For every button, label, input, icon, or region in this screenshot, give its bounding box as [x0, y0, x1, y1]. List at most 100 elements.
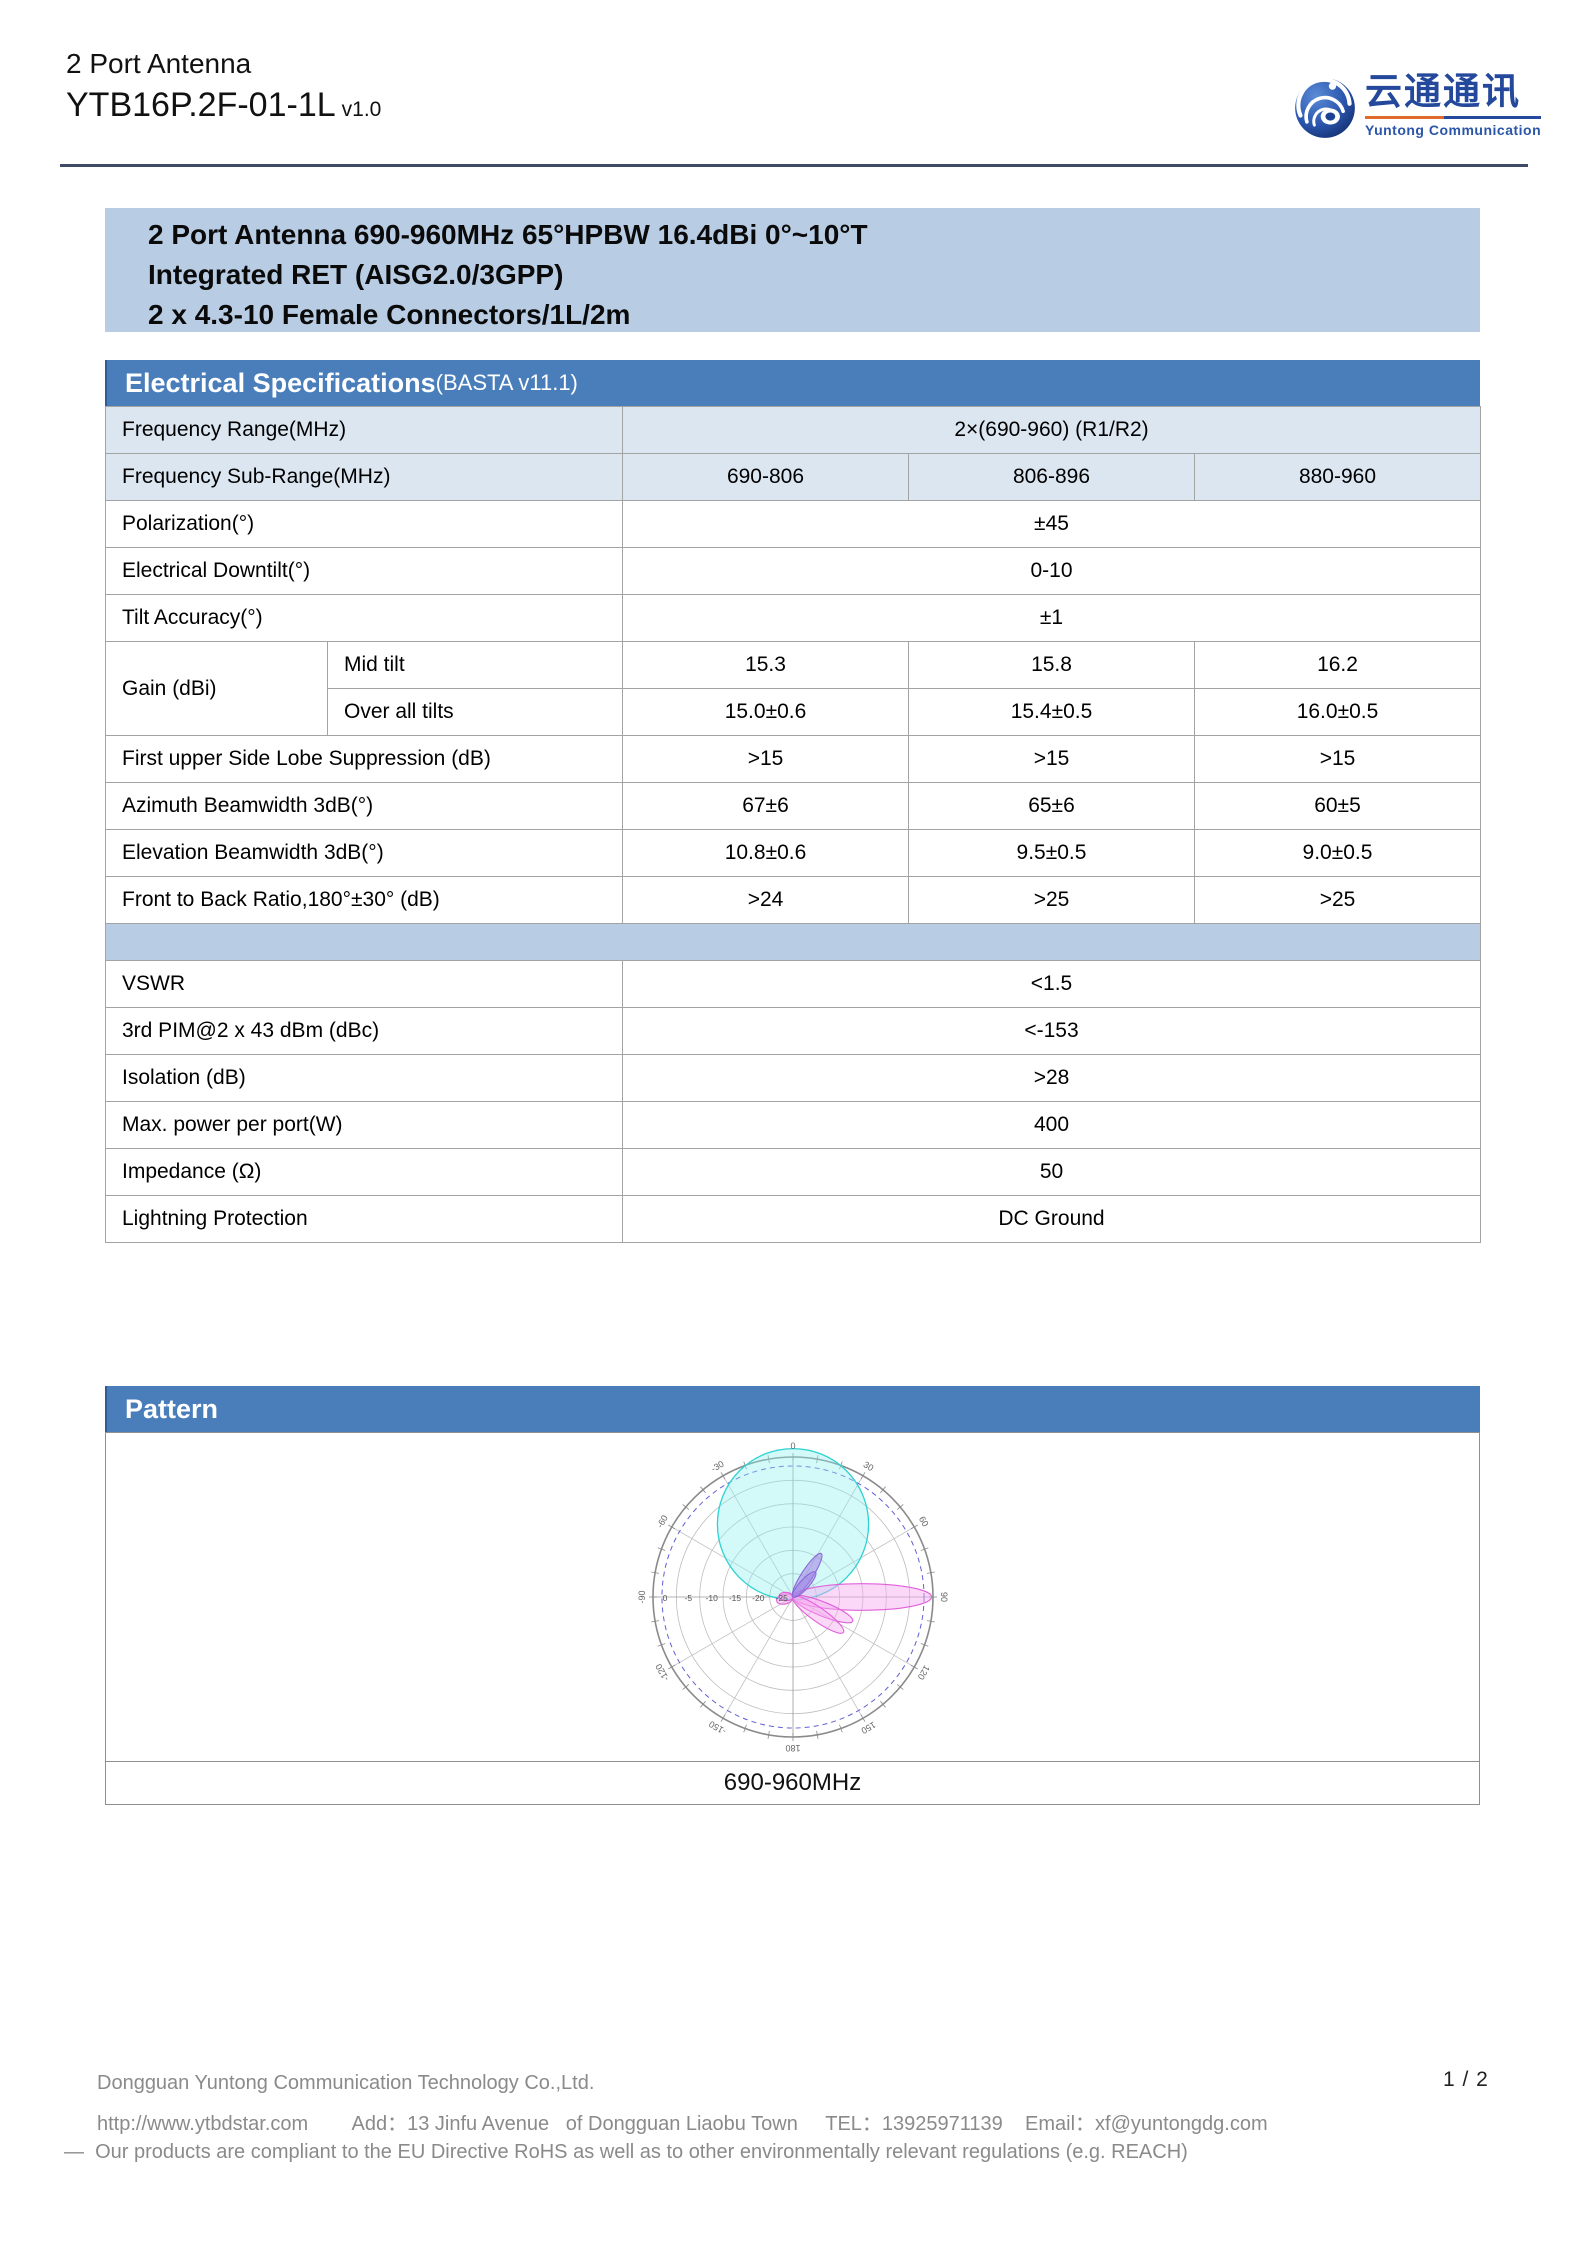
upper-lobe-2 — [791, 1571, 817, 1598]
footer-compliance-line: — Our products are compliant to the EU D… — [64, 2141, 1188, 2163]
spec-table-row: Electrical Downtilt(°) 0-10 — [105, 547, 1481, 595]
spec-value-cell: 65±6 — [908, 782, 1195, 830]
spec-value-cell: 0-10 — [622, 547, 1481, 595]
reference-dashed-circle — [660, 1465, 925, 1729]
spec-label-cell: Gain (dBi) — [105, 641, 328, 736]
spec-table-row: Frequency Range(MHz) 2×(690-960) (R1/R2) — [105, 406, 1481, 454]
polar-angle-tick — [910, 1524, 918, 1530]
spec-value-cell: DC Ground — [622, 1195, 1481, 1243]
spec-table-row: VSWR <1.5 — [105, 960, 1481, 1008]
polar-angle-label: 0 — [790, 1441, 795, 1451]
logo-swirl-icon — [1295, 77, 1355, 138]
polar-angle-label: -150 — [707, 1719, 728, 1737]
polar-angle-tick — [896, 1504, 904, 1510]
product-line-title: 2 Port Antenna — [66, 48, 252, 79]
summary-line-1: 2 Port Antenna 690-960MHz 65°HPBW 16.4dB… — [148, 219, 868, 250]
polar-angle-tick — [879, 1486, 886, 1494]
spec-label-cell: Electrical Downtilt(°) — [105, 547, 623, 595]
spec-value-cell: 15.4±0.5 — [908, 688, 1195, 736]
spec-value-cell: 16.2 — [1194, 641, 1481, 689]
pattern-box: 0 30 60 90 120 150 180 -150 -120 -90 -60 -30 0 -5 -10-… — [105, 1432, 1480, 1805]
page-number: 1 / 2 — [1443, 2068, 1489, 2091]
spec-label-cell: 3rd PIM@2 x 43 dBm (dBc) — [105, 1007, 623, 1055]
polar-angle-tick — [681, 1504, 689, 1510]
polar-radial-label: -5 — [684, 1593, 692, 1603]
spec-label-cell: Frequency Sub-Range(MHz) — [105, 453, 623, 501]
polar-radial-label: 0 — [662, 1593, 667, 1603]
polar-angle-tick — [767, 1730, 770, 1739]
spec-value-cell: >25 — [908, 876, 1195, 924]
spec-label-cell: Frequency Range(MHz) — [105, 406, 623, 454]
electrical-specs-subtitle: (BASTA v11.1) — [435, 370, 578, 395]
polar-angle-tick — [896, 1684, 904, 1690]
polar-spoke — [792, 1596, 914, 1668]
spec-table-row: Isolation (dB) >28 — [105, 1054, 1481, 1102]
polar-angle-tick — [920, 1643, 928, 1647]
spec-value-cell: >24 — [622, 876, 909, 924]
spec-value-cell: 50 — [622, 1148, 1481, 1196]
logo-divider-orange — [1365, 116, 1445, 119]
polar-angle-tick — [650, 1571, 659, 1574]
polar-angle-label: 180 — [785, 1743, 800, 1753]
spec-label-cell: Isolation (dB) — [105, 1054, 623, 1102]
model-title: YTB16P.2F-01-1L v1.0 — [66, 86, 381, 125]
electrical-specs-title: Electrical Specifications — [125, 367, 436, 398]
azimuth-pattern — [716, 1447, 869, 1601]
spec-value-cell: 15.0±0.6 — [622, 688, 909, 736]
spec-value-cell: 400 — [622, 1101, 1481, 1149]
footer-company-name: Dongguan Yuntong Communication Technolog… — [97, 2072, 595, 2094]
polar-radial-label: -25 — [775, 1593, 788, 1603]
polar-angle-tick — [815, 1455, 818, 1464]
polar-angle-tick — [667, 1524, 675, 1530]
electrical-specs-table: Frequency Range(MHz) 2×(690-960) (R1/R2) F… — [105, 406, 1481, 1243]
polar-angle-tick — [767, 1455, 770, 1464]
polar-radial-label: -20 — [752, 1593, 765, 1603]
spec-value-cell: <1.5 — [622, 960, 1481, 1008]
spec-table-row: Frequency Sub-Range(MHz) 690-806 806-896 88… — [105, 453, 1481, 501]
spec-label-cell: Over all tilts — [327, 688, 623, 736]
polar-angle-tick — [910, 1664, 918, 1670]
spec-label-cell: First upper Side Lobe Suppression (dB) — [105, 735, 623, 783]
spec-value-cell: >15 — [908, 735, 1195, 783]
header-separator-line — [60, 164, 1528, 167]
polar-spoke — [671, 1526, 793, 1598]
spec-value-cell: 880-960 — [1194, 453, 1481, 501]
spec-label-cell: Impedance (Ω) — [105, 1148, 623, 1196]
spec-value-cell: ±45 — [622, 500, 1481, 548]
spec-value-cell: 690-806 — [622, 453, 909, 501]
spec-value-cell: >15 — [1194, 735, 1481, 783]
spec-value-cell: 2×(690-960) (R1/R2) — [622, 406, 1481, 454]
polar-spoke — [792, 1596, 863, 1719]
polar-angle-label: -90 — [637, 1590, 647, 1603]
polar-angle-label: -60 — [654, 1513, 669, 1529]
spec-table-row: Tilt Accuracy(°) ±1 — [105, 594, 1481, 642]
polar-spoke — [722, 1596, 793, 1719]
spec-table-row: Elevation Beamwidth 3dB(°) 10.8±0.6 9.5±0.… — [105, 829, 1481, 877]
polar-angle-tick — [879, 1700, 886, 1708]
polar-angle-tick — [699, 1486, 706, 1494]
polar-angle-tick — [720, 1714, 725, 1722]
polar-angle-tick — [838, 1724, 843, 1733]
spec-table-row: Impedance (Ω) 50 — [105, 1148, 1481, 1196]
polar-angle-tick — [657, 1643, 665, 1647]
polar-spoke — [671, 1596, 793, 1668]
model-number: YTB16P.2F-01-1L — [66, 86, 336, 124]
spec-table-row: Front to Back Ratio,180°±30° (dB) >24 >25 >… — [105, 876, 1481, 924]
polar-angle-label: 30 — [861, 1459, 875, 1473]
spec-value-cell: 10.8±0.6 — [622, 829, 909, 877]
polar-angle-tick — [699, 1700, 706, 1708]
spec-label-cell: VSWR — [105, 960, 623, 1008]
spec-table-row: First upper Side Lobe Suppression (dB) >1… — [105, 735, 1481, 783]
spec-table-row: 3rd PIM@2 x 43 dBm (dBc) <-153 — [105, 1007, 1481, 1055]
spec-value-cell: 60±5 — [1194, 782, 1481, 830]
spec-value-cell: 67±6 — [622, 782, 909, 830]
summary-line-3: 2 x 4.3-10 Female Connectors/1L/2m — [148, 299, 631, 330]
polar-angle-label: -30 — [709, 1459, 725, 1474]
spec-table-row: Lightning Protection DC Ground — [105, 1195, 1481, 1243]
polar-angle-tick — [815, 1730, 818, 1739]
polar-angle-label: 120 — [915, 1663, 931, 1681]
polar-angle-tick — [926, 1571, 935, 1574]
spec-label-cell: Tilt Accuracy(°) — [105, 594, 623, 642]
